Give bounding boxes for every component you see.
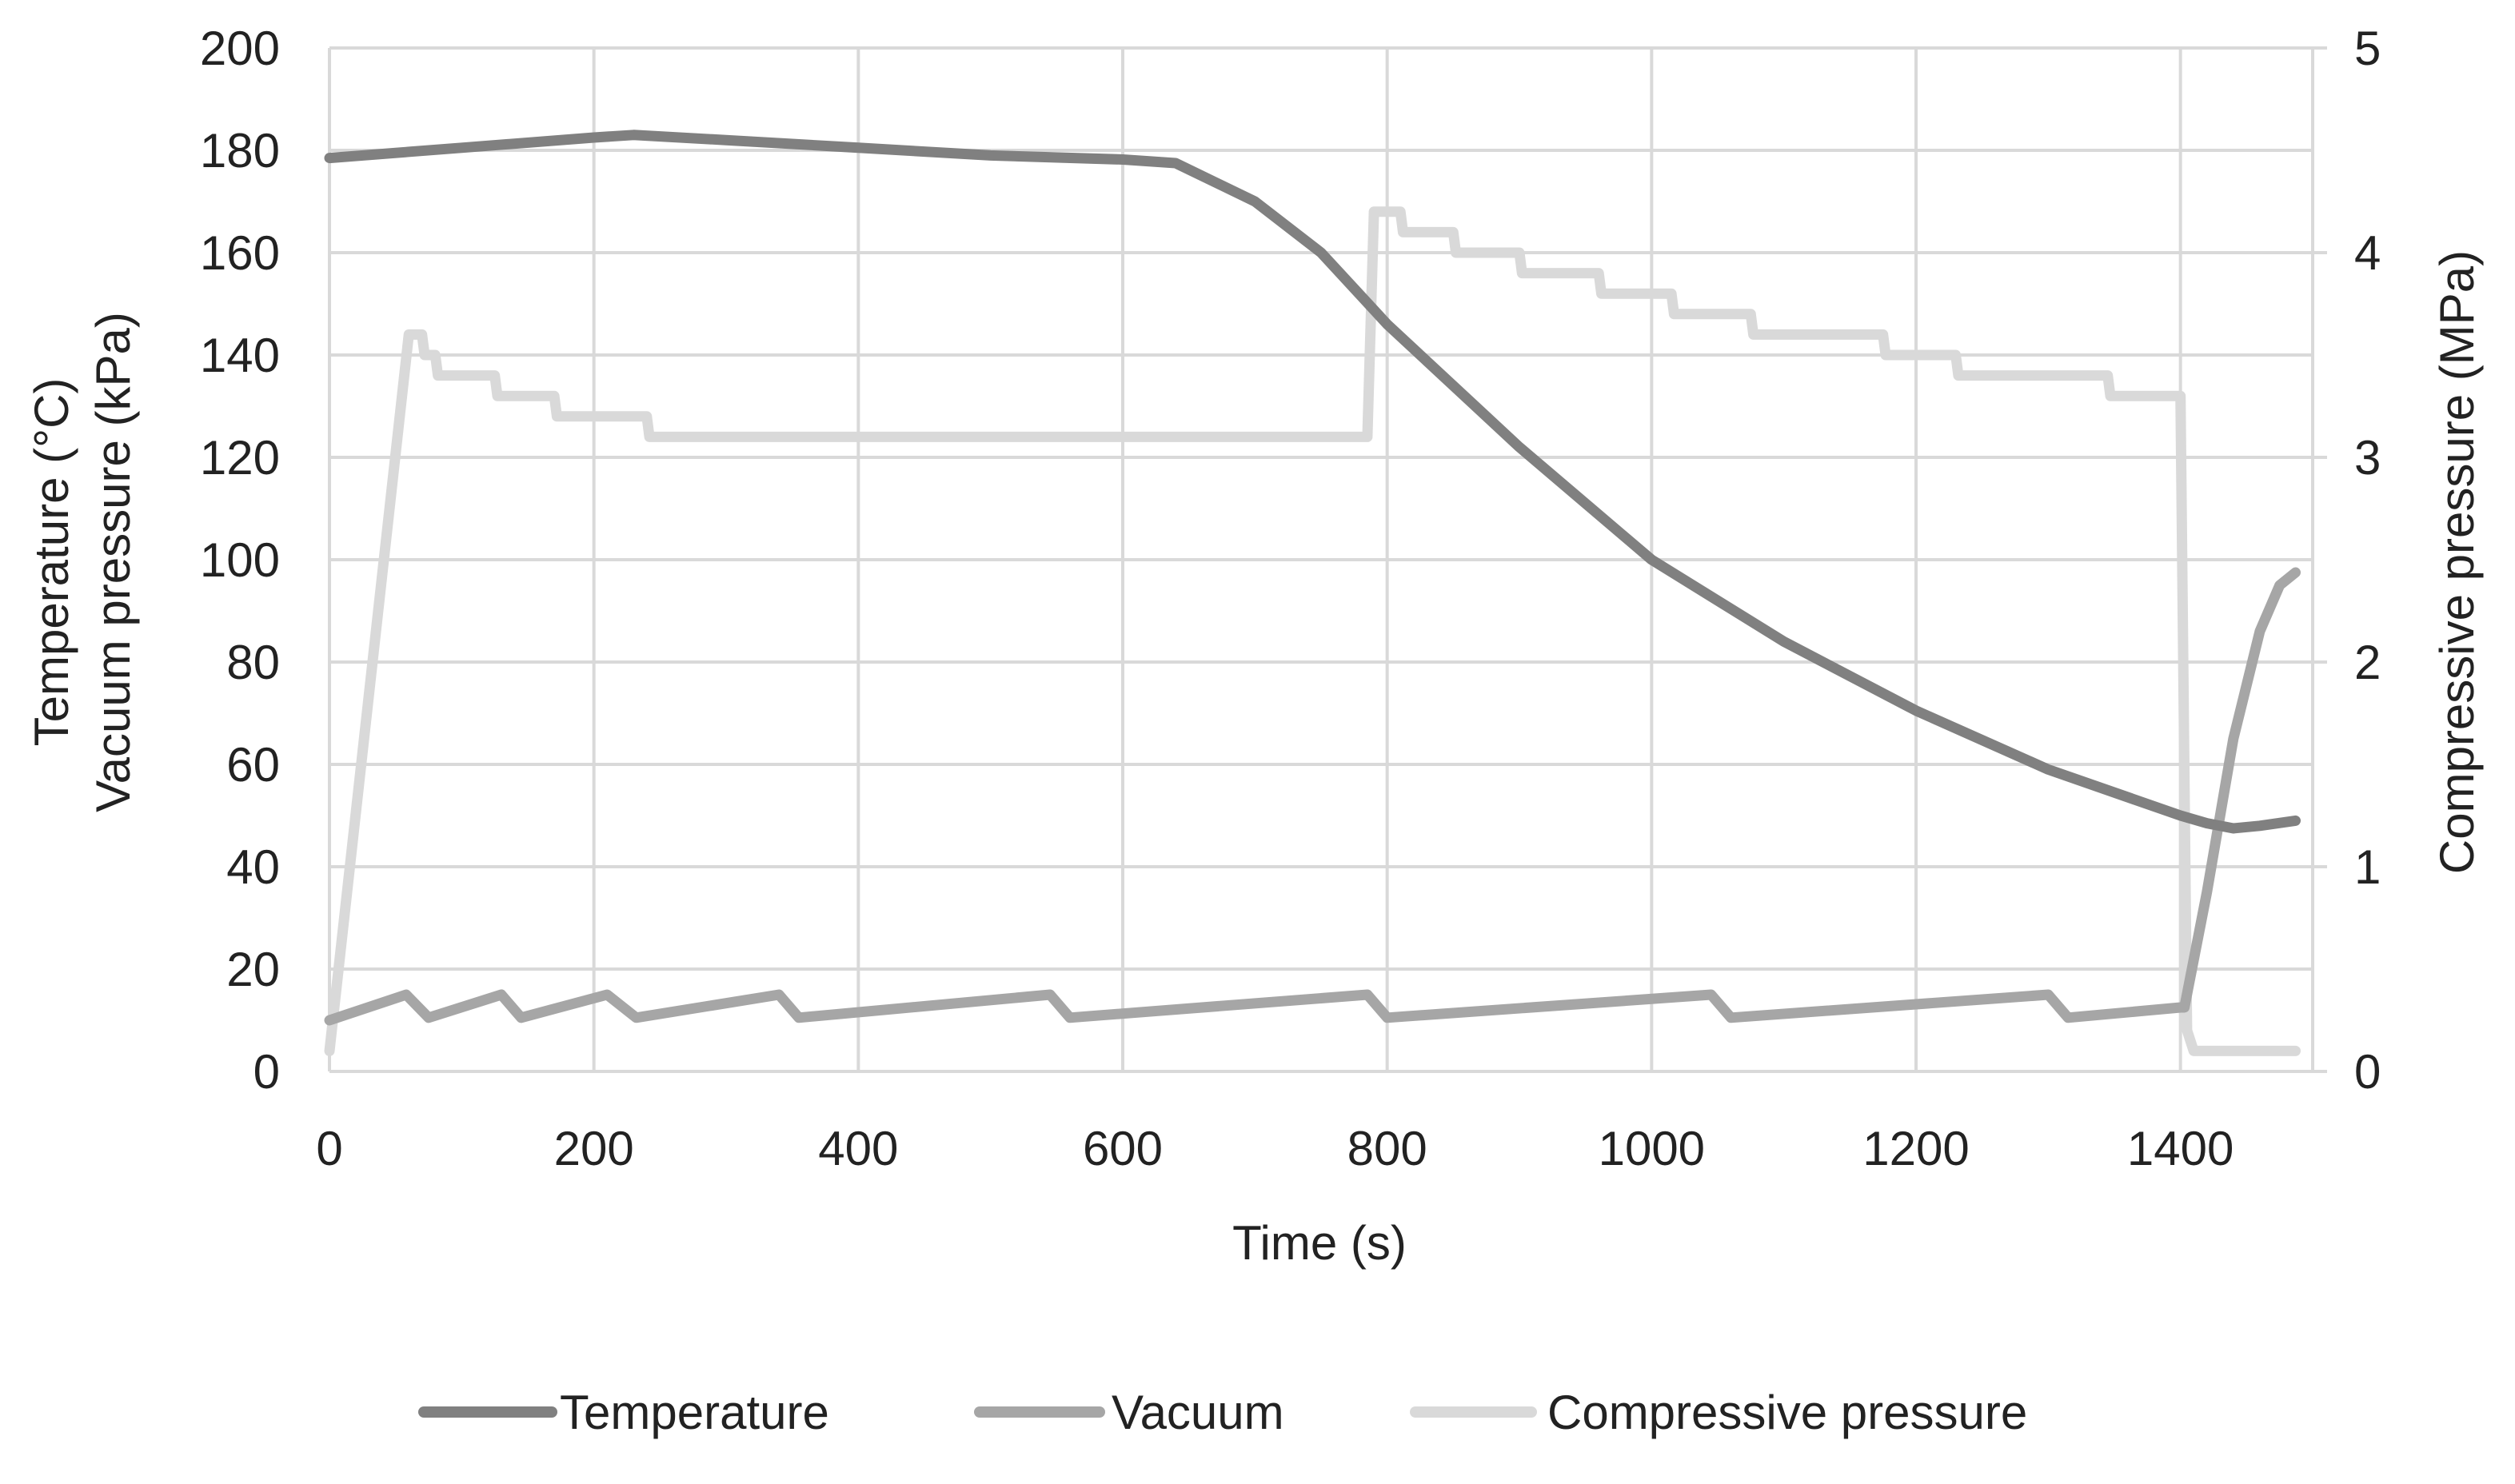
x-tick-label: 400 (818, 1122, 898, 1175)
y-left-tick-label: 140 (200, 329, 280, 382)
x-tick-label: 800 (1347, 1122, 1427, 1175)
y-right-tick-label: 4 (2354, 226, 2381, 280)
y-right-axis-title: Compressive pressure (MPa) (2430, 250, 2484, 874)
legend-label-compressive-pressure: Compressive pressure (1547, 1386, 2027, 1439)
x-tick-label: 1200 (1862, 1122, 1969, 1175)
y-left-tick-label: 120 (200, 431, 280, 485)
y-left-tick-label: 100 (200, 533, 280, 587)
x-tick-label: 200 (554, 1122, 634, 1175)
y-left-axis-title-line1: Temperature (°C) (25, 378, 78, 747)
y-left-tick-label: 160 (200, 226, 280, 280)
series-line-compressive-pressure (324, 206, 2301, 1056)
y-right-tick-label: 5 (2354, 22, 2381, 75)
series-line-vacuum (324, 567, 2301, 1026)
x-tick-label: 0 (316, 1122, 342, 1175)
y-left-tick-label: 40 (226, 840, 280, 894)
x-tick-label: 600 (1083, 1122, 1163, 1175)
y-right-tick-label: 1 (2354, 840, 2381, 894)
y-right-tick-label: 3 (2354, 431, 2381, 485)
series-line-temperature (324, 130, 2301, 834)
legend-label-vacuum: Vacuum (1112, 1386, 1284, 1439)
y-left-tick-label: 60 (226, 738, 280, 792)
y-left-tick-label: 20 (226, 943, 280, 996)
x-tick-label: 1000 (1599, 1122, 1705, 1175)
legend: Temperature Vacuum Compressive pressure (418, 1386, 2027, 1439)
gridlines (328, 46, 2313, 1073)
y-left-tick-label: 80 (226, 636, 280, 689)
y-left-tick-label: 0 (253, 1045, 280, 1099)
x-tick-label: 1400 (2127, 1122, 2234, 1175)
y-left-tick-label: 200 (200, 22, 280, 75)
y-left-tick-label: 180 (200, 124, 280, 178)
legend-label-temperature: Temperature (560, 1386, 829, 1439)
series-lines (324, 130, 2301, 1056)
x-axis-title: Time (s) (1232, 1216, 1407, 1270)
axes (2311, 46, 2327, 1073)
y-right-tick-label: 0 (2354, 1045, 2381, 1099)
y-right-tick-label: 2 (2354, 636, 2381, 689)
y-left-axis-title-line2: Vacuum pressure (kPa) (86, 312, 140, 812)
